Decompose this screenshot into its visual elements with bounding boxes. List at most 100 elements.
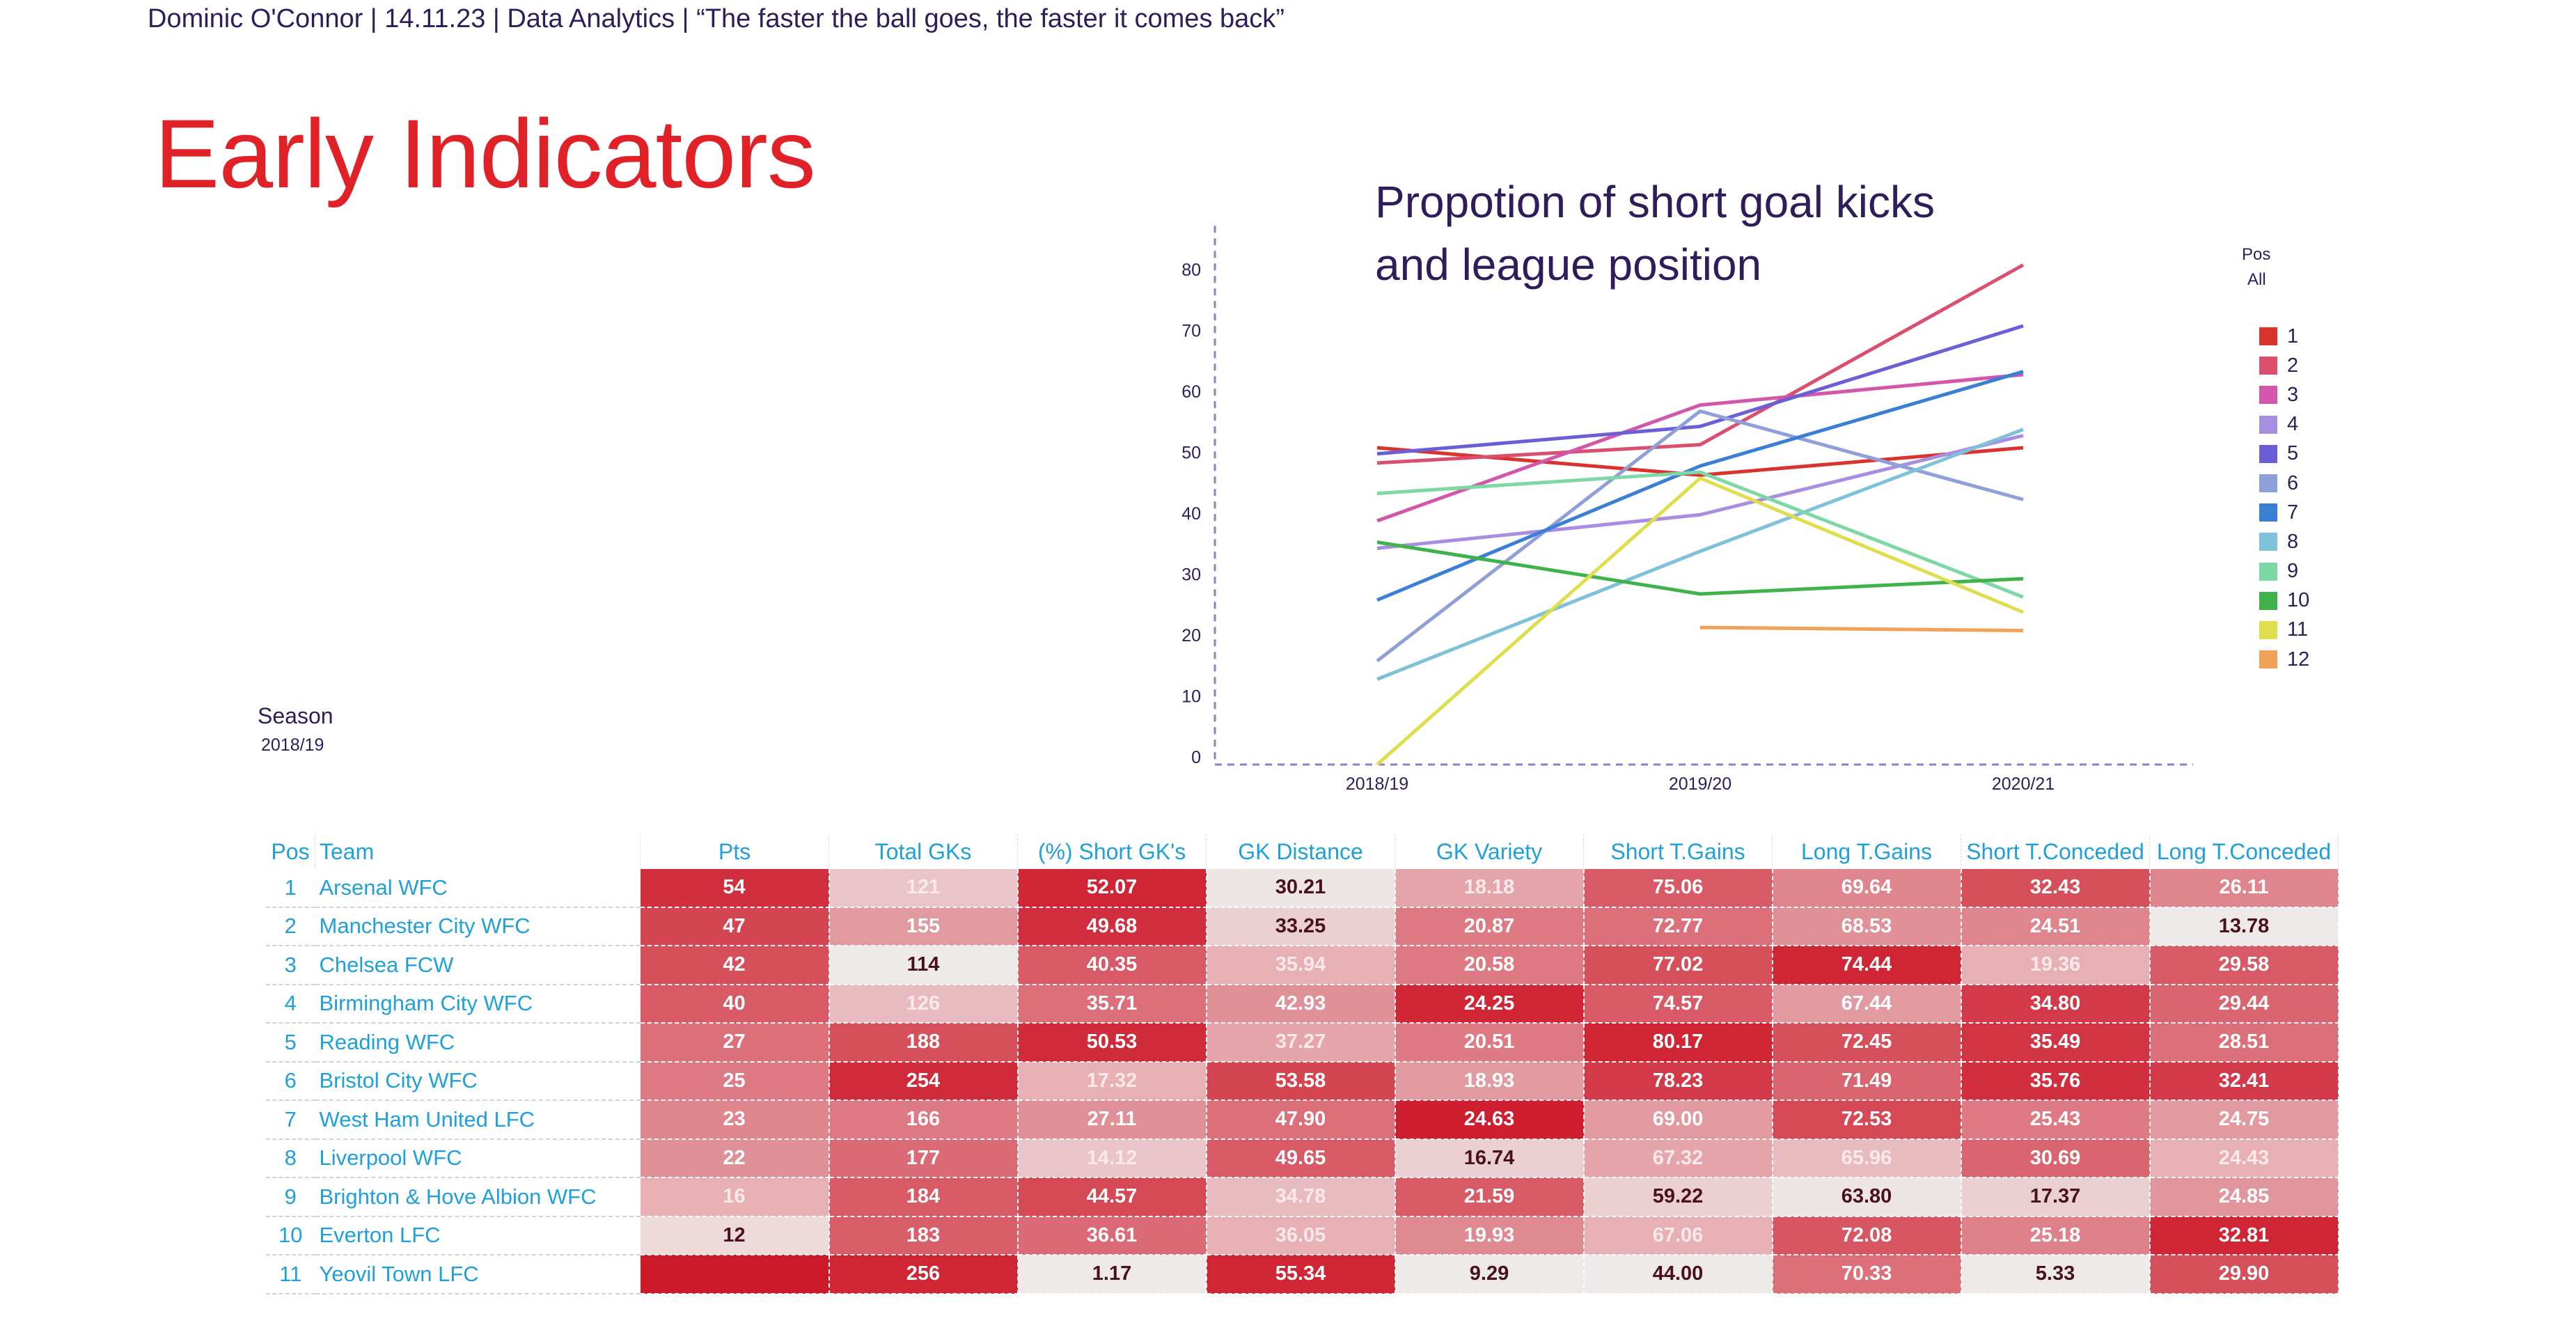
row-position: 11 <box>266 1255 315 1294</box>
column-header[interactable]: (%) Short GK's <box>1017 834 1207 869</box>
series-line-pos-6 <box>1376 409 2024 663</box>
stat-cell: 19.36 <box>1961 946 2151 985</box>
stat-cell: 77.02 <box>1583 946 1773 985</box>
stat-cell: 53.58 <box>1206 1061 1396 1101</box>
y-tick-label: 0 <box>1191 748 1201 767</box>
legend-item-pos-1[interactable]: 1 <box>2259 322 2309 351</box>
stat-cell: 35.76 <box>1961 1061 2151 1101</box>
stat-cell: 24.43 <box>2149 1138 2339 1178</box>
column-header[interactable]: GK Distance <box>1206 834 1395 869</box>
stat-cell: 25.18 <box>1961 1216 2151 1255</box>
table-row[interactable]: 10 Everton LFC 12 183 36.61 36.05 19.93 67.06 72… <box>266 1216 2339 1255</box>
stat-cell: 72.53 <box>1772 1100 1962 1140</box>
series-line-pos-9 <box>1376 470 2024 599</box>
stat-cell: 78.23 <box>1583 1061 1773 1101</box>
legend-item-pos-12[interactable]: 12 <box>2259 645 2309 674</box>
stat-cell: 54 <box>640 869 830 908</box>
legend-item-pos-4[interactable]: 4 <box>2259 410 2309 439</box>
chart-legend: 1 2 3 4 5 6 7 8 9 10 11 12 <box>2259 322 2309 674</box>
chart-title-line-1: Propotion of short goal kicks <box>1375 177 1935 227</box>
row-position: 4 <box>266 984 315 1024</box>
stat-cell: 63.80 <box>1772 1177 1962 1217</box>
row-team-name: Yeovil Town LFC <box>315 1255 641 1294</box>
row-position: 5 <box>266 1023 315 1063</box>
column-header[interactable]: Team <box>315 834 641 869</box>
stat-cell: 184 <box>828 1177 1019 1217</box>
legend-item-pos-7[interactable]: 7 <box>2259 498 2309 527</box>
stat-cell: 49.65 <box>1206 1138 1396 1178</box>
table-row[interactable]: 3 Chelsea FCW 42 114 40.35 35.94 20.58 77.02 74.… <box>266 946 2339 985</box>
stat-cell: 33.25 <box>1206 907 1396 946</box>
series-line-pos-2 <box>1376 263 2025 465</box>
chart-title: Propotion of short goal kicks and league… <box>1375 171 2071 296</box>
row-team-name: Chelsea FCW <box>315 946 641 985</box>
table-row[interactable]: 1 Arsenal WFC 54 121 52.07 30.21 18.18 75.06 69.… <box>266 869 2339 908</box>
stat-cell: 52.07 <box>1017 869 1207 908</box>
stat-cell: 17.32 <box>1017 1061 1207 1101</box>
x-tick-label: 2019/20 <box>1669 774 1731 794</box>
row-team-name: Reading WFC <box>315 1023 641 1063</box>
column-header[interactable]: Long T.Gains <box>1772 834 1961 869</box>
legend-item-pos-8[interactable]: 8 <box>2259 527 2309 556</box>
stat-cell: 67.06 <box>1583 1216 1773 1255</box>
legend-item-pos-9[interactable]: 9 <box>2259 557 2309 586</box>
legend-item-pos-11[interactable]: 11 <box>2259 616 2309 645</box>
column-header[interactable]: Pos <box>266 834 315 869</box>
stat-cell: 9.29 <box>1395 1255 1585 1294</box>
stat-cell: 155 <box>828 907 1019 946</box>
table-row[interactable]: 5 Reading WFC 27 188 50.53 37.27 20.51 80.17 72.… <box>266 1023 2339 1063</box>
row-position: 9 <box>266 1177 315 1217</box>
stat-cell: 44.57 <box>1017 1177 1207 1217</box>
table-row[interactable]: 4 Birmingham City WFC 40 126 35.71 42.93 24.25… <box>266 984 2339 1024</box>
legend-label: 9 <box>2287 560 2299 583</box>
column-header[interactable]: Total GKs <box>828 834 1018 869</box>
table-row[interactable]: 7 West Ham United LFC 23 166 27.11 47.90 24.63… <box>266 1100 2339 1140</box>
stat-cell: 121 <box>828 869 1019 908</box>
stat-cell: 24.85 <box>2149 1177 2339 1217</box>
stat-cell: 27.11 <box>1017 1100 1207 1140</box>
stat-cell: 28.51 <box>2149 1023 2339 1063</box>
table-row[interactable]: 6 Bristol City WFC 25 254 17.32 53.58 18.93 78.… <box>266 1061 2339 1101</box>
legend-item-pos-10[interactable]: 10 <box>2259 586 2309 616</box>
legend-swatch <box>2259 474 2277 493</box>
stat-cell: 13.78 <box>2149 907 2339 946</box>
row-position: 1 <box>266 869 315 908</box>
legend-item-pos-2[interactable]: 2 <box>2259 351 2309 380</box>
table-row[interactable]: 9 Brighton & Hove Albion WFC 16 184 44.57 34.… <box>266 1177 2339 1217</box>
legend-item-pos-5[interactable]: 5 <box>2259 439 2309 469</box>
legend-label: 6 <box>2287 471 2299 494</box>
series-line-pos-10 <box>1376 540 2024 596</box>
stat-cell: 18.93 <box>1395 1061 1585 1101</box>
stat-cell: 177 <box>828 1138 1019 1178</box>
stat-cell: 30.69 <box>1961 1138 2151 1178</box>
legend-item-pos-3[interactable]: 3 <box>2259 380 2309 409</box>
legend-swatch <box>2259 327 2277 346</box>
legend-item-pos-6[interactable]: 6 <box>2259 469 2309 498</box>
legend-label: 2 <box>2287 354 2299 377</box>
stat-cell: 22 <box>640 1138 830 1178</box>
stat-cell: 20.51 <box>1395 1023 1585 1063</box>
stat-cell: 34.80 <box>1961 984 2151 1024</box>
legend-swatch <box>2259 357 2277 375</box>
stat-cell: 70.33 <box>1772 1255 1962 1294</box>
legend-label: 3 <box>2287 383 2299 406</box>
stat-cell: 126 <box>828 984 1019 1024</box>
stat-cell: 74.44 <box>1772 946 1962 985</box>
column-header[interactable]: Short T.Conceded <box>1961 834 2150 869</box>
stat-cell: 12 <box>640 1216 830 1255</box>
legend-swatch <box>2259 533 2277 551</box>
column-header[interactable]: Long T.Conceded <box>2149 834 2339 869</box>
stat-cell: 35.71 <box>1017 984 1207 1024</box>
stat-cell: 254 <box>828 1061 1019 1101</box>
stat-cell: 72.77 <box>1583 907 1773 946</box>
season-filter-value[interactable]: 2018/19 <box>261 735 324 755</box>
column-header[interactable]: Short T.Gains <box>1583 834 1773 869</box>
stat-cell: 50.53 <box>1017 1023 1207 1063</box>
table-row[interactable]: 8 Liverpool WFC 22 177 14.12 49.65 16.74 67.32 6… <box>266 1138 2339 1178</box>
table-row[interactable]: 11 Yeovil Town LFC 256 1.17 55.34 9.29 44.00 70… <box>266 1255 2339 1294</box>
column-header[interactable]: GK Variety <box>1395 834 1584 869</box>
legend-label: 12 <box>2287 648 2310 671</box>
column-header[interactable]: Pts <box>640 834 829 869</box>
stat-cell: 42 <box>640 946 830 985</box>
table-row[interactable]: 2 Manchester City WFC 47 155 49.68 33.25 20.87… <box>266 907 2339 946</box>
